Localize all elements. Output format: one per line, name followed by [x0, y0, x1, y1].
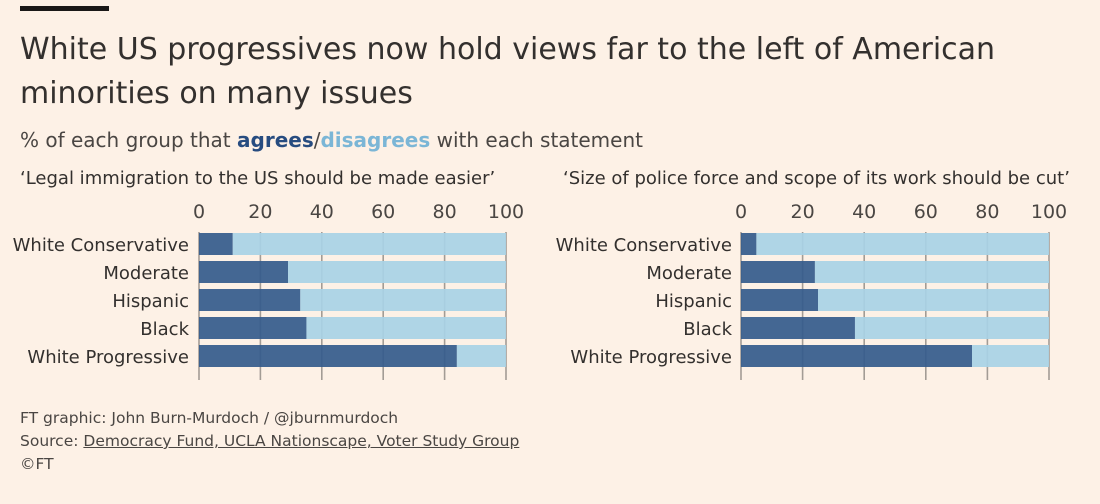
x-tick-label: 40 — [852, 201, 876, 223]
subtitle-agrees: agrees — [237, 128, 314, 152]
x-tick-label: 0 — [193, 201, 205, 223]
x-tick-label: 100 — [1031, 201, 1067, 223]
subtitle-disagrees: disagrees — [320, 128, 431, 152]
bar-agrees — [741, 345, 972, 367]
bar-disagrees — [756, 233, 1049, 255]
bar-disagrees — [306, 317, 506, 339]
chart-immigration: 0 20 40 60 80 100 White Conservative Moderate Hi… — [13, 201, 524, 380]
bar-disagrees — [456, 345, 506, 367]
subtitle-prefix: % of each group that — [20, 128, 238, 152]
category-label: Hispanic — [112, 291, 189, 312]
chart-police: 0 20 40 60 80 100 White Conservative Moderate Hi… — [556, 201, 1067, 380]
footer-source-label: Source: — [20, 432, 84, 450]
category-label: Moderate — [646, 263, 732, 284]
category-label: White Conservative — [13, 235, 189, 256]
chart-title: White US progressives now hold views far… — [20, 32, 996, 111]
category-label: White Conservative — [556, 235, 732, 256]
category-label: White Progressive — [570, 347, 732, 368]
footer-copyright: ©FT — [20, 455, 54, 473]
bar-agrees — [199, 289, 301, 311]
bar-disagrees — [854, 317, 1049, 339]
x-tick-label: 20 — [248, 201, 272, 223]
x-tick-label: 0 — [735, 201, 747, 223]
x-tick-label: 80 — [975, 201, 999, 223]
footer-source-link[interactable]: Democracy Fund, UCLA Nationscape, Voter … — [83, 432, 520, 450]
bar-disagrees — [814, 261, 1049, 283]
x-tick-label: 60 — [371, 201, 395, 223]
x-tick-label: 20 — [791, 201, 815, 223]
ft-top-bar — [20, 6, 109, 11]
bar-agrees — [741, 261, 815, 283]
panel-title-immigration: ‘Legal immigration to the US should be m… — [20, 168, 496, 189]
bar-agrees — [199, 317, 307, 339]
category-label: Moderate — [103, 263, 189, 284]
bar-agrees — [199, 233, 233, 255]
category-label: Black — [683, 319, 732, 340]
chart-subtitle: % of each group that agrees/disagrees wi… — [20, 126, 643, 154]
bar-disagrees — [288, 261, 506, 283]
footer-credit: FT graphic: John Burn-Murdoch / @jburnmu… — [20, 409, 399, 427]
bar-disagrees — [232, 233, 506, 255]
subtitle-suffix: with each statement — [430, 128, 643, 152]
bar-agrees — [199, 261, 289, 283]
category-label: Hispanic — [655, 291, 732, 312]
bar-agrees — [741, 233, 757, 255]
bar-disagrees — [972, 345, 1049, 367]
footer-source: Source: Democracy Fund, UCLA Nationscape… — [20, 430, 519, 453]
bar-agrees — [741, 289, 818, 311]
footer: FT graphic: John Burn-Murdoch / @jburnmu… — [20, 407, 519, 476]
category-label: White Progressive — [27, 347, 189, 368]
x-tick-label: 80 — [433, 201, 457, 223]
panel-title-police: ‘Size of police force and scope of its w… — [563, 168, 1070, 189]
bar-disagrees — [818, 289, 1049, 311]
x-tick-label: 60 — [914, 201, 938, 223]
bar-agrees — [199, 345, 457, 367]
x-tick-label: 40 — [310, 201, 334, 223]
bar-disagrees — [300, 289, 506, 311]
bar-agrees — [741, 317, 855, 339]
subtitle-slash: / — [313, 128, 321, 152]
x-tick-label: 100 — [488, 201, 524, 223]
category-label: Black — [140, 319, 189, 340]
